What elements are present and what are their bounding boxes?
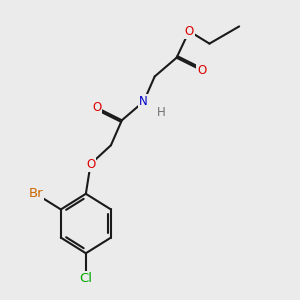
Text: H: H [157,106,165,119]
Text: O: O [92,101,101,114]
Text: Br: Br [28,187,43,200]
Text: O: O [86,158,95,171]
Text: O: O [197,64,206,77]
Text: N: N [140,95,148,108]
Text: O: O [184,25,194,38]
Text: Cl: Cl [80,272,92,285]
